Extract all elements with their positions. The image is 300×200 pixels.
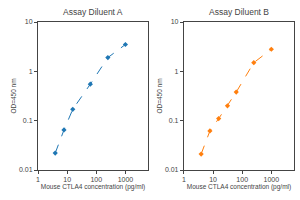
svg-text:Mouse CTLA4 concentration (pg/: Mouse CTLA4 concentration (pg/ml) bbox=[187, 183, 291, 191]
svg-text:0.1: 0.1 bbox=[23, 117, 33, 124]
svg-text:100: 100 bbox=[90, 176, 102, 183]
svg-text:0.01: 0.01 bbox=[165, 166, 179, 173]
svg-text:10: 10 bbox=[209, 176, 217, 183]
svg-text:Mouse CTLA4 concentration (pg/: Mouse CTLA4 concentration (pg/ml) bbox=[41, 183, 145, 191]
svg-text:Assay Diluent B: Assay Diluent B bbox=[209, 7, 269, 17]
svg-text:OD=450 nm: OD=450 nm bbox=[10, 78, 17, 113]
svg-text:0.01: 0.01 bbox=[19, 166, 33, 173]
svg-text:1000: 1000 bbox=[264, 176, 280, 183]
svg-text:0.1: 0.1 bbox=[169, 117, 179, 124]
svg-text:OD=450 nm: OD=450 nm bbox=[156, 78, 163, 113]
svg-text:10: 10 bbox=[25, 18, 33, 25]
svg-text:1: 1 bbox=[175, 68, 179, 75]
svg-text:1: 1 bbox=[182, 176, 186, 183]
svg-text:10: 10 bbox=[63, 176, 71, 183]
svg-text:1000: 1000 bbox=[118, 176, 134, 183]
svg-text:1: 1 bbox=[29, 68, 33, 75]
svg-text:Assay Diluent A: Assay Diluent A bbox=[63, 7, 123, 17]
svg-text:10: 10 bbox=[171, 18, 179, 25]
svg-text:100: 100 bbox=[236, 176, 248, 183]
svg-text:1: 1 bbox=[36, 176, 40, 183]
